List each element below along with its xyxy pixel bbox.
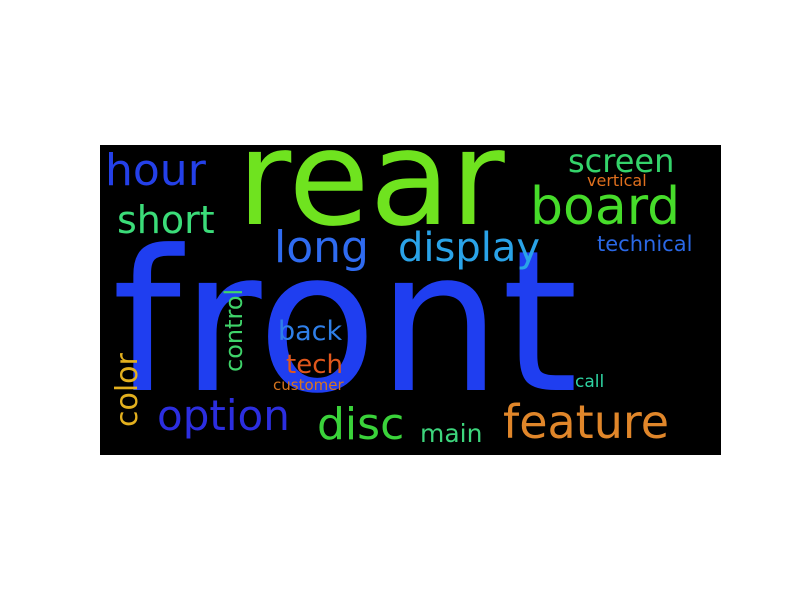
word-back: back <box>278 316 343 347</box>
word-option: option <box>157 391 290 440</box>
word-short: short <box>117 198 215 242</box>
word-long: long <box>274 222 369 273</box>
word-control: control <box>220 288 248 372</box>
word-technical: technical <box>597 232 693 256</box>
word-display: display <box>398 225 541 271</box>
word-customer: customer <box>273 376 344 394</box>
word-hour: hour <box>105 145 206 196</box>
word-color: color <box>110 353 145 427</box>
word-vertical: vertical <box>587 171 647 190</box>
word-front: front <box>112 209 579 437</box>
word-tech: tech <box>286 350 343 380</box>
word-feature: feature <box>503 395 670 449</box>
word-main: main <box>420 419 483 448</box>
word-cloud: front rear board hour screen short verti… <box>100 145 721 455</box>
word-screen: screen <box>568 145 675 180</box>
word-call: call <box>575 372 605 392</box>
word-disc: disc <box>317 399 405 450</box>
word-rear: rear <box>237 145 505 256</box>
word-board: board <box>530 177 681 237</box>
